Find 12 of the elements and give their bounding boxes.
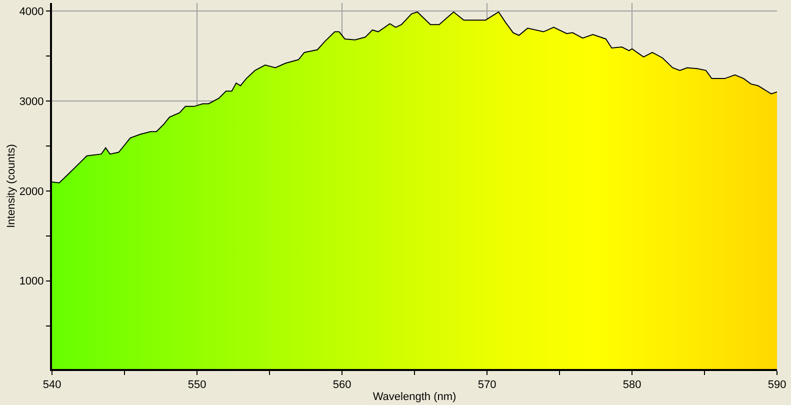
y-axis-title: Intensity (counts) — [5, 144, 18, 228]
x-tick-label: 540 — [42, 379, 62, 392]
x-tick-label: 550 — [188, 379, 206, 392]
y-tick-label: 3000 — [19, 96, 44, 108]
x-tick-label: 570 — [478, 379, 496, 392]
x-tick-label: 580 — [622, 379, 642, 392]
y-tick-label: 4000 — [19, 6, 44, 18]
x-axis-title: Wavelength (nm) — [372, 390, 456, 403]
x-tick-label: 590 — [768, 379, 786, 392]
y-tick-label: 1000 — [19, 276, 44, 288]
x-tick-label: 560 — [332, 379, 352, 392]
y-tick-label: 2000 — [19, 186, 44, 198]
